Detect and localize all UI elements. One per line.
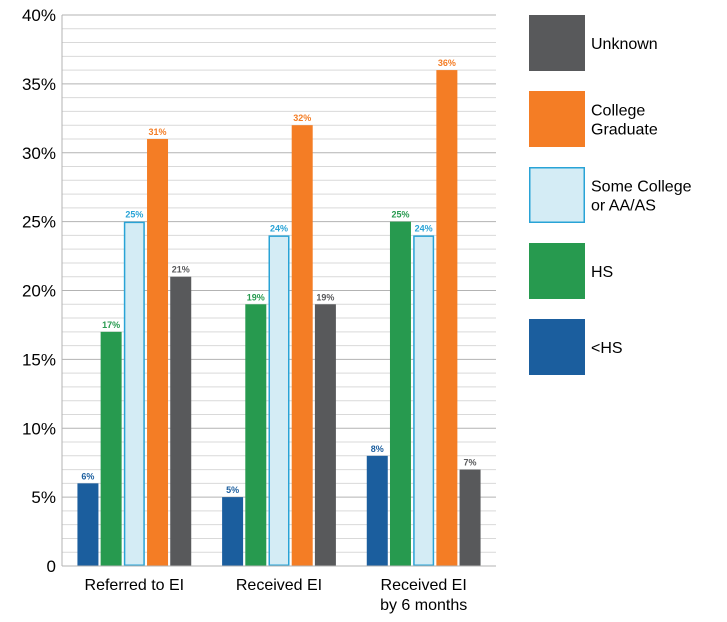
legend-swatch	[529, 91, 585, 147]
data-label: 32%	[293, 113, 311, 123]
legend-label-line: College	[591, 103, 645, 120]
category-label: by 6 months	[380, 597, 467, 614]
bar	[314, 304, 336, 566]
y-tick-label: 5%	[31, 488, 56, 507]
y-axis: 0 5% 10% 15% 20% 25% 30% 35% 40%	[22, 6, 63, 576]
bar	[413, 235, 435, 566]
legend-label-line: HS	[591, 264, 613, 281]
legend-label-line: Some College	[591, 179, 692, 196]
y-tick-label: 10%	[22, 419, 56, 438]
category-label: Referred to EI	[85, 577, 185, 594]
legend-label: HS	[591, 264, 613, 281]
legend-label: <HS	[591, 340, 623, 357]
data-label: 7%	[464, 458, 477, 468]
data-label: 25%	[125, 210, 143, 220]
bar	[389, 221, 411, 566]
bar	[291, 125, 313, 566]
legend-label: College Graduate	[591, 103, 658, 139]
y-tick-label: 25%	[22, 213, 56, 232]
legend-label-line: <HS	[591, 340, 623, 357]
x-axis: Referred to EI Received EI Received EI by 6…	[62, 565, 496, 614]
data-label: 5%	[226, 485, 239, 495]
data-label: 17%	[102, 320, 120, 330]
data-label: 24%	[270, 223, 288, 233]
y-tick-label: 40%	[22, 6, 56, 25]
legend-swatch	[529, 15, 585, 71]
data-label: 19%	[316, 292, 334, 302]
y-tick-label: 15%	[22, 350, 56, 369]
bar	[170, 276, 192, 566]
legend-label: Some College or AA/AS	[591, 179, 692, 215]
category-label: Received EI	[381, 577, 467, 594]
bar	[366, 455, 388, 566]
legend-swatch	[529, 167, 585, 223]
data-label: 21%	[172, 265, 190, 275]
data-labels: 6% 17% 25% 31% 21% 5% 19% 24% 32% 19% 8% 25% 24% 36% 7…	[81, 58, 476, 495]
data-label: 19%	[247, 292, 265, 302]
bar	[100, 331, 122, 566]
bar	[459, 469, 481, 566]
bar	[147, 138, 169, 566]
data-label: 6%	[81, 471, 94, 481]
data-label: 24%	[415, 223, 433, 233]
legend-label: Unknown	[591, 36, 658, 53]
bar	[268, 235, 290, 566]
data-label: 36%	[438, 58, 456, 68]
legend: Unknown College Graduate Some College or AA/…	[529, 15, 692, 375]
legend-swatch	[529, 243, 585, 299]
legend-swatch	[529, 319, 585, 375]
legend-label-line: Graduate	[591, 122, 658, 139]
bar	[123, 221, 145, 566]
y-tick-label: 35%	[22, 75, 56, 94]
bar	[436, 70, 458, 566]
y-tick-label: 30%	[22, 144, 56, 163]
data-label: 8%	[371, 444, 384, 454]
y-tick-label: 20%	[22, 282, 56, 301]
y-tick-label: 0	[47, 557, 56, 576]
bar	[245, 304, 267, 566]
bar	[222, 497, 244, 566]
bars	[77, 70, 481, 566]
data-label: 25%	[391, 210, 409, 220]
legend-label-line: Unknown	[591, 36, 658, 53]
bar	[77, 483, 99, 566]
legend-label-line: or AA/AS	[591, 198, 656, 215]
category-label: Received EI	[236, 577, 322, 594]
data-label: 31%	[149, 127, 167, 137]
